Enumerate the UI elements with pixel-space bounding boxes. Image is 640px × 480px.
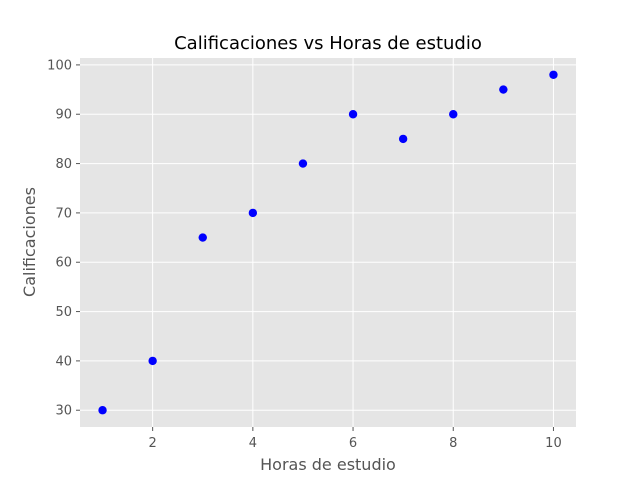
data-point bbox=[98, 406, 107, 415]
data-point bbox=[298, 159, 308, 168]
plot-background bbox=[80, 58, 576, 427]
y-axis-label: Calificaciones bbox=[20, 187, 39, 297]
data-point bbox=[449, 110, 458, 119]
data-point bbox=[398, 134, 408, 144]
x-tick-label: 2 bbox=[149, 436, 157, 451]
y-tick-label: 90 bbox=[55, 108, 72, 123]
points-layer bbox=[98, 70, 558, 415]
y-tick-label: 60 bbox=[55, 256, 72, 271]
data-point bbox=[549, 70, 558, 79]
y-axis-ticks: 30 40 50 60 70 80 90 100 bbox=[47, 58, 80, 419]
data-point bbox=[499, 85, 508, 94]
y-tick-label: 80 bbox=[55, 157, 72, 172]
y-tick-label: 100 bbox=[47, 58, 72, 73]
data-point bbox=[198, 233, 207, 242]
x-tick-label: 4 bbox=[249, 436, 257, 451]
x-tick-label: 6 bbox=[349, 436, 357, 451]
chart-title: Calificaciones vs Horas de estudio bbox=[174, 33, 482, 54]
y-tick-label: 70 bbox=[55, 206, 72, 221]
y-tick-label: 40 bbox=[55, 354, 72, 369]
data-point bbox=[348, 110, 358, 119]
grid-layer bbox=[80, 58, 576, 427]
x-axis-label: Horas de estudio bbox=[260, 455, 396, 474]
data-point bbox=[248, 208, 258, 218]
data-point bbox=[148, 356, 157, 366]
y-tick-label: 50 bbox=[55, 305, 72, 320]
y-tick-label: 30 bbox=[55, 404, 72, 419]
x-tick-label: 10 bbox=[545, 436, 562, 451]
x-axis-ticks: 2 4 6 8 10 bbox=[149, 427, 562, 451]
x-tick-label: 8 bbox=[449, 436, 457, 451]
